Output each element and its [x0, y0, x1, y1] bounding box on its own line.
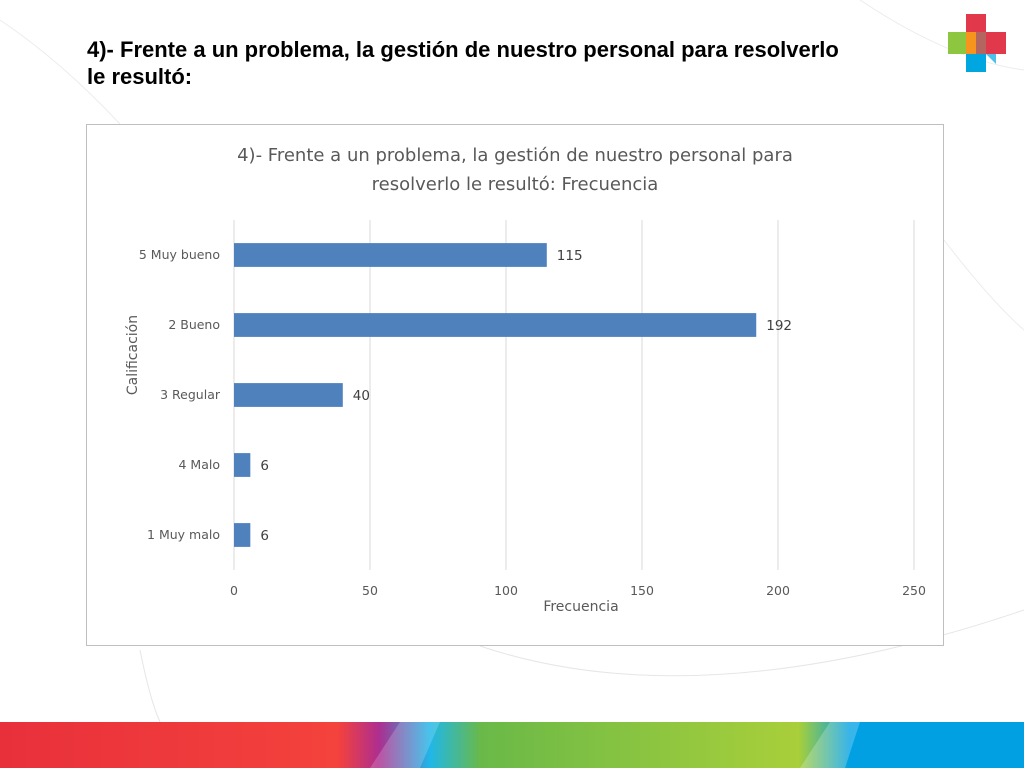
bar	[234, 383, 343, 407]
cross-logo-icon	[948, 14, 1006, 72]
x-axis-title: Frecuencia	[543, 599, 618, 615]
category-label: 1 Muy malo	[147, 527, 220, 542]
category-label: 3 Regular	[160, 387, 221, 402]
bars	[234, 243, 757, 547]
category-label: 5 Muy bueno	[139, 247, 220, 262]
category-label: 2 Bueno	[168, 317, 220, 332]
slide-title: 4)- Frente a un problema, la gestión de …	[87, 37, 839, 89]
x-tick-label: 150	[630, 583, 654, 598]
x-tick-label: 250	[902, 583, 926, 598]
data-label: 6	[260, 528, 269, 544]
chart-title-line-2: resolverlo le resultó: Frecuencia	[372, 174, 659, 195]
bar-chart: 0 50 100 150 200 250 5 Muy bueno 115 2 Bueno 192 3…	[125, 145, 926, 615]
bar	[234, 313, 757, 337]
x-tick-label: 100	[494, 583, 518, 598]
bar	[234, 453, 251, 477]
bar	[234, 523, 251, 547]
chart-title-line-1: 4)- Frente a un problema, la gestión de …	[237, 145, 793, 166]
data-label: 40	[353, 388, 370, 404]
data-label: 192	[766, 318, 792, 334]
category-label: 4 Malo	[179, 457, 221, 472]
x-tick-label: 200	[766, 583, 790, 598]
data-label: 115	[557, 248, 583, 264]
y-axis-title: Calificación	[125, 315, 141, 395]
chart-frame: 0 50 100 150 200 250 5 Muy bueno 115 2 Bueno 192 3…	[86, 124, 944, 646]
bar	[234, 243, 547, 267]
bottom-color-band	[0, 722, 1024, 768]
data-label: 6	[260, 458, 269, 474]
x-tick-label: 0	[230, 583, 238, 598]
x-tick-label: 50	[362, 583, 378, 598]
labels: 0 50 100 150 200 250 5 Muy bueno 115 2 Bueno 192 3…	[139, 247, 926, 598]
